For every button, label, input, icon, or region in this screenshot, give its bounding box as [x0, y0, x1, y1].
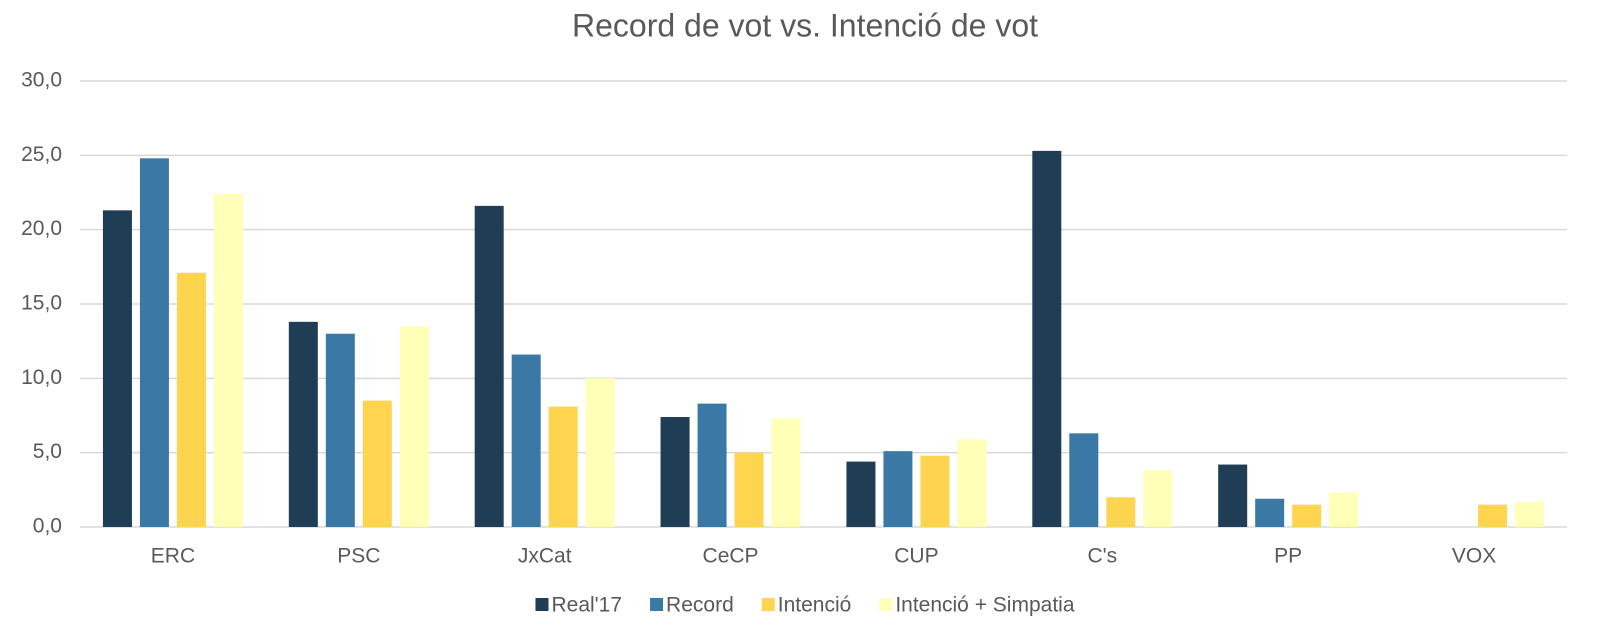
bar — [1292, 504, 1322, 527]
legend-label: Record — [666, 594, 734, 617]
bar — [1515, 501, 1545, 527]
chart-title: Record de vot vs. Intenció de vot — [572, 7, 1038, 43]
bar — [734, 452, 764, 527]
bar — [548, 406, 578, 527]
bar — [325, 333, 355, 527]
bar — [1069, 433, 1099, 527]
y-tick-label: 0,0 — [33, 515, 62, 538]
bar — [585, 378, 615, 527]
bar — [1032, 150, 1062, 527]
bar — [399, 326, 429, 527]
legend-label: Intenció — [778, 594, 852, 617]
legend-swatch — [650, 598, 664, 611]
bar — [846, 461, 876, 527]
bar — [102, 210, 132, 527]
bar — [511, 354, 541, 527]
y-tick-label: 5,0 — [33, 440, 62, 463]
bar — [288, 321, 318, 527]
legend-swatch — [535, 598, 549, 611]
bar — [1143, 470, 1173, 527]
y-tick-label: 20,0 — [21, 217, 62, 240]
y-tick-label: 10,0 — [21, 366, 62, 389]
x-tick-label: PSC — [337, 545, 380, 568]
x-tick-label: VOX — [1452, 545, 1496, 568]
x-tick-label: ERC — [151, 545, 195, 568]
bar — [957, 439, 987, 527]
bar — [697, 403, 727, 527]
bar — [362, 400, 392, 527]
bar — [920, 455, 950, 527]
bar — [1255, 498, 1285, 527]
legend-label: Real'17 — [551, 594, 622, 617]
bar — [176, 272, 206, 527]
bar — [1329, 492, 1359, 527]
bar — [1218, 464, 1248, 527]
bar — [474, 205, 504, 527]
x-tick-label: C's — [1087, 545, 1117, 568]
legend-swatch — [879, 598, 893, 611]
bar — [213, 193, 243, 527]
bar — [1478, 504, 1508, 527]
x-tick-label: CUP — [894, 545, 938, 568]
y-tick-label: 25,0 — [21, 143, 62, 166]
bar — [771, 418, 801, 527]
y-tick-label: 30,0 — [21, 69, 62, 92]
y-tick-label: 15,0 — [21, 292, 62, 315]
bar — [1106, 497, 1136, 527]
legend-swatch — [761, 598, 775, 611]
bar — [139, 158, 169, 527]
x-tick-label: PP — [1274, 545, 1302, 568]
x-tick-label: JxCat — [518, 545, 572, 568]
bar — [883, 451, 913, 527]
legend-label: Intenció + Simpatia — [895, 594, 1075, 617]
bar — [660, 416, 690, 527]
x-tick-label: CeCP — [703, 545, 759, 568]
